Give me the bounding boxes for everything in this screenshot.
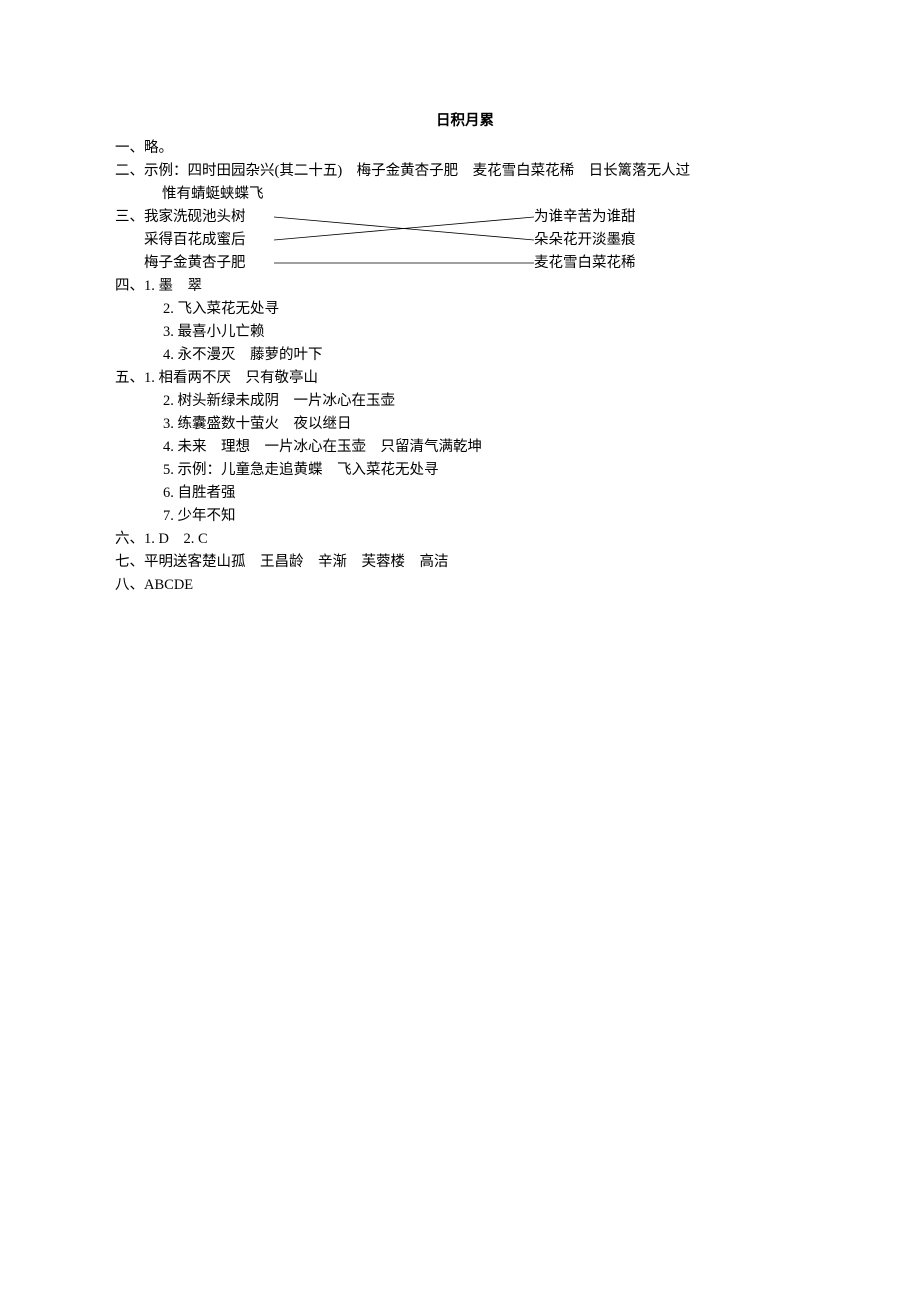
section-one-label: 一、 bbox=[115, 137, 144, 160]
section-two-line2: 惟有蜻蜓蛱蝶飞 bbox=[162, 183, 815, 206]
five-5-num: 5. bbox=[163, 459, 174, 482]
four-1-text: 墨 翠 bbox=[159, 278, 203, 294]
section-seven-text: 平明送客楚山孤 王昌龄 辛渐 芙蓉楼 高洁 bbox=[144, 551, 815, 574]
five-3: 3. 练囊盛数十萤火 夜以继日 bbox=[163, 413, 815, 436]
section-two-line1: 四时田园杂兴(其二十五) 梅子金黄杏子肥 麦花雪白菜花稀 日长篱落无人过 bbox=[188, 163, 691, 179]
section-seven-label: 七、 bbox=[115, 551, 144, 574]
section-seven: 七、 平明送客楚山孤 王昌龄 辛渐 芙蓉楼 高洁 bbox=[115, 551, 815, 574]
section-six: 六、 1. D 2. C bbox=[115, 528, 815, 551]
section-eight-text: ABCDE bbox=[144, 574, 815, 597]
four-4-text: 永不漫灭 藤萝的叶下 bbox=[178, 347, 323, 363]
section-six-label: 六、 bbox=[115, 528, 144, 551]
section-one-text: 略。 bbox=[144, 137, 815, 160]
five-2: 2. 树头新绿未成阴 一片冰心在玉壶 bbox=[163, 390, 815, 413]
four-3: 3. 最喜小儿亡赖 bbox=[163, 321, 815, 344]
five-3-text: 练囊盛数十萤火 夜以继日 bbox=[178, 416, 352, 432]
section-one: 一、 略。 bbox=[115, 137, 815, 160]
five-3-num: 3. bbox=[163, 413, 174, 436]
match-right-1: 为谁辛苦为谁甜 bbox=[534, 206, 636, 229]
four-4-num: 4. bbox=[163, 344, 174, 367]
five-7-num: 7. bbox=[163, 505, 174, 528]
match-right-2: 麦花雪白菜花稀 bbox=[534, 252, 636, 275]
four-2-num: 2. bbox=[163, 298, 174, 321]
four-3-text: 最喜小儿亡赖 bbox=[178, 324, 265, 340]
match-right-col: 为谁辛苦为谁甜 朵朵花开淡墨痕 麦花雪白菜花稀 bbox=[534, 206, 636, 275]
five-4: 4. 未来 理想 一片冰心在玉壶 只留清气满乾坤 bbox=[163, 436, 815, 459]
five-1-num: 1. bbox=[144, 367, 155, 390]
page-title: 日积月累 bbox=[115, 110, 815, 133]
five-2-text: 树头新绿未成阴 一片冰心在玉壶 bbox=[178, 393, 396, 409]
section-five: 五、 1. 相看两不厌 只有敬亭山 bbox=[115, 367, 815, 390]
five-6: 6. 自胜者强 bbox=[163, 482, 815, 505]
match-left-col: 我家洗砚池头树 采得百花成蜜后 梅子金黄杏子肥 bbox=[144, 206, 246, 275]
match-right-2: 朵朵花开淡墨痕 bbox=[534, 229, 636, 252]
section-four: 四、 1. 墨 翠 bbox=[115, 275, 815, 298]
match-left-1: 我家洗砚池头树 bbox=[144, 206, 246, 229]
four-4: 4. 永不漫灭 藤萝的叶下 bbox=[163, 344, 815, 367]
five-5: 5. 示例：儿童急走追黄蝶 飞入菜花无处寻 bbox=[163, 459, 815, 482]
section-eight-label: 八、 bbox=[115, 574, 144, 597]
four-2-text: 飞入菜花无处寻 bbox=[178, 301, 280, 317]
match-lines bbox=[274, 206, 534, 275]
section-two: 二、 示例：四时田园杂兴(其二十五) 梅子金黄杏子肥 麦花雪白菜花稀 日长篱落无… bbox=[115, 160, 815, 183]
five-7: 7. 少年不知 bbox=[163, 505, 815, 528]
match-left-2: 采得百花成蜜后 bbox=[144, 229, 246, 252]
four-1-num: 1. bbox=[144, 275, 155, 298]
section-two-label: 二、 bbox=[115, 160, 144, 183]
four-3-num: 3. bbox=[163, 321, 174, 344]
five-2-num: 2. bbox=[163, 390, 174, 413]
section-two-prefix: 示例： bbox=[144, 163, 188, 179]
section-eight: 八、 ABCDE bbox=[115, 574, 815, 597]
five-4-num: 4. bbox=[163, 436, 174, 459]
five-4-text: 未来 理想 一片冰心在玉壶 只留清气满乾坤 bbox=[178, 439, 483, 455]
section-three-label: 三、 bbox=[115, 206, 144, 275]
match-left-3: 梅子金黄杏子肥 bbox=[144, 252, 246, 275]
section-four-label: 四、 bbox=[115, 275, 144, 298]
five-7-text: 少年不知 bbox=[178, 508, 236, 524]
section-three: 三、 我家洗砚池头树 采得百花成蜜后 梅子金黄杏子肥 为谁辛苦为谁甜 朵朵花开淡… bbox=[115, 206, 815, 275]
five-1-text: 相看两不厌 只有敬亭山 bbox=[159, 370, 319, 386]
five-6-text: 自胜者强 bbox=[178, 485, 236, 501]
section-five-label: 五、 bbox=[115, 367, 144, 390]
four-2: 2. 飞入菜花无处寻 bbox=[163, 298, 815, 321]
five-6-num: 6. bbox=[163, 482, 174, 505]
five-5-text: 示例：儿童急走追黄蝶 飞入菜花无处寻 bbox=[178, 462, 439, 478]
section-six-text: 1. D 2. C bbox=[144, 528, 815, 551]
